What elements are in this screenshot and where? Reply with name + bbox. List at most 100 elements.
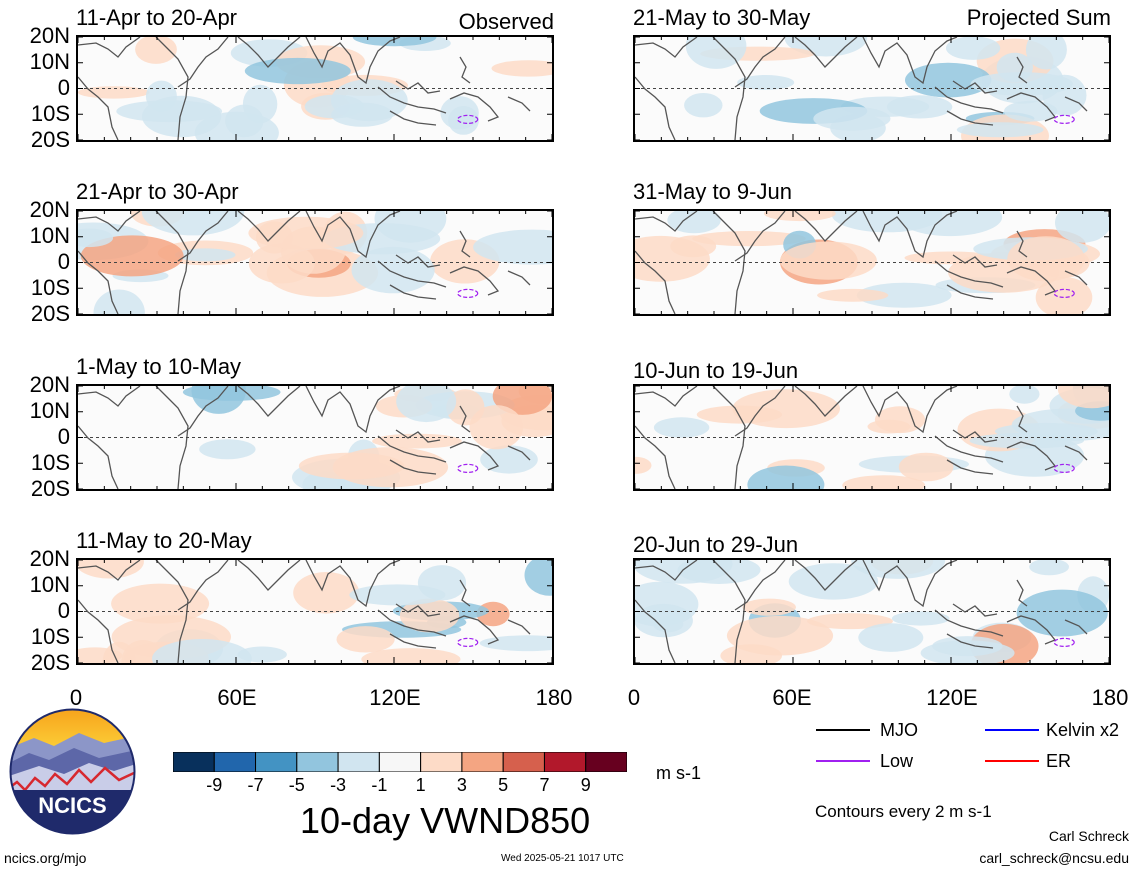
positive-anomaly-area (807, 613, 893, 630)
low-contour (1053, 637, 1075, 648)
colorbar-tick-label: -3 (330, 775, 347, 795)
panel-title: 31-May to 9-Jun (633, 179, 792, 204)
negative-anomaly-area (480, 445, 538, 474)
y-tick-label: 20N (29, 23, 70, 48)
negative-anomaly-area (440, 96, 479, 130)
colorbar-tick-label: 9 (580, 775, 591, 795)
colorbar-tick-label: 1 (415, 775, 426, 795)
map-panel (76, 209, 554, 316)
y-tick-label: 10N (29, 572, 70, 597)
negative-anomaly-area (473, 229, 552, 265)
y-tick-label: 10S (30, 450, 70, 475)
colorbar-swatch (213, 751, 257, 773)
map-panel (76, 384, 554, 491)
coastlines (78, 560, 531, 663)
axis-ticks (78, 386, 552, 489)
units-label: m s-1 (656, 763, 701, 783)
negative-anomaly-area (956, 122, 1044, 138)
negative-anomaly-area (856, 282, 952, 308)
positive-anomaly-area (78, 560, 144, 579)
coastlines (635, 386, 1088, 489)
negative-anomaly-area (996, 52, 1033, 83)
positive-anomaly-area (742, 598, 796, 616)
negative-anomaly-area (78, 228, 114, 248)
low-contour (457, 463, 479, 474)
negative-anomaly-area (685, 37, 747, 69)
positive-anomaly-area (692, 231, 806, 247)
negative-anomaly-area (831, 211, 943, 233)
x-tick-label: 0 (627, 685, 641, 710)
author: Carl Schreck (1048, 828, 1129, 844)
x-tick-label: 120E (926, 685, 978, 710)
negative-anomaly-area (349, 584, 446, 606)
legend-label-kelvin: Kelvin x2 (1046, 720, 1120, 740)
axis-ticks (635, 211, 1109, 314)
axis-ticks (635, 386, 1109, 489)
axis-ticks (635, 560, 1109, 663)
negative-anomaly-area (242, 84, 278, 124)
colorbar-tick-label: -5 (288, 775, 305, 795)
colorbar-swatch (502, 751, 545, 773)
negative-anomaly-area (145, 80, 177, 112)
low-contour (1053, 288, 1075, 299)
positive-anomaly-area (867, 419, 911, 434)
positive-anomaly-area (248, 216, 364, 250)
positive-anomaly-area (1057, 386, 1109, 409)
panel-title: 1-May to 10-May (76, 354, 242, 379)
negative-anomaly-area (141, 211, 245, 236)
negative-anomaly-area (1025, 37, 1067, 70)
legend-swatch-er (985, 760, 1039, 762)
colorbar (172, 751, 628, 773)
email-link[interactable]: carl_schreck@ncsu.edu (979, 850, 1129, 866)
coastlines (635, 37, 1088, 140)
low-contour (1053, 114, 1075, 125)
positive-anomaly-area (293, 572, 360, 614)
panel-title: 11-Apr to 20-Apr (76, 5, 238, 30)
timestamp: Wed 2025-05-21 1017 UTC (501, 853, 624, 864)
colorbar-swatch (255, 751, 298, 773)
negative-anomaly-area (199, 439, 256, 460)
positive-anomaly-area (842, 475, 926, 489)
negative-anomaly-area (1029, 560, 1069, 576)
negative-anomaly-area (1055, 211, 1109, 243)
negative-anomaly-area (635, 603, 693, 638)
y-tick-label: 20N (29, 197, 70, 222)
map-panel (633, 35, 1111, 142)
colorbar-swatch (420, 751, 463, 773)
axis-ticks (78, 560, 552, 663)
negative-anomaly-area (191, 386, 246, 414)
map-panel (633, 209, 1111, 316)
positive-anomaly-area (898, 452, 954, 482)
negative-anomaly-area (1009, 386, 1040, 404)
colorbar-swatch (585, 751, 628, 773)
negative-anomaly-area (244, 57, 351, 85)
axis-ticks (78, 37, 552, 140)
positive-anomaly-area (298, 452, 405, 480)
y-tick-label: 20N (29, 372, 70, 397)
low-contour (457, 114, 479, 125)
x-tick-label: 60E (217, 685, 257, 710)
y-tick-label: 20S (30, 301, 70, 326)
axis-ticks (635, 37, 1109, 140)
positive-anomaly-area (361, 648, 461, 663)
y-tick-label: 0 (57, 424, 70, 449)
site-link[interactable]: ncics.org/mjo (4, 850, 87, 866)
negative-anomaly-area (886, 95, 953, 119)
coastlines (635, 560, 1088, 663)
panel-title: 11-May to 20-May (76, 528, 252, 553)
y-tick-label: 20N (29, 546, 70, 571)
logo-text: NCICS (38, 793, 106, 818)
negative-anomaly-area (970, 72, 1073, 96)
negative-anomaly-area (374, 211, 447, 243)
y-tick-label: 20S (30, 650, 70, 675)
legend-label-er: ER (1046, 751, 1072, 771)
y-tick-label: 20S (30, 127, 70, 152)
positive-anomaly-area (80, 235, 184, 277)
negative-anomaly-area (905, 62, 992, 98)
column-label-projected: Projected Sum (966, 5, 1111, 30)
map-panel (633, 384, 1111, 491)
colorbar-tick-label: 3 (456, 775, 467, 795)
legend-label-low: Low (880, 751, 914, 771)
negative-anomaly-area (677, 560, 761, 584)
positive-anomaly-area (726, 615, 834, 656)
